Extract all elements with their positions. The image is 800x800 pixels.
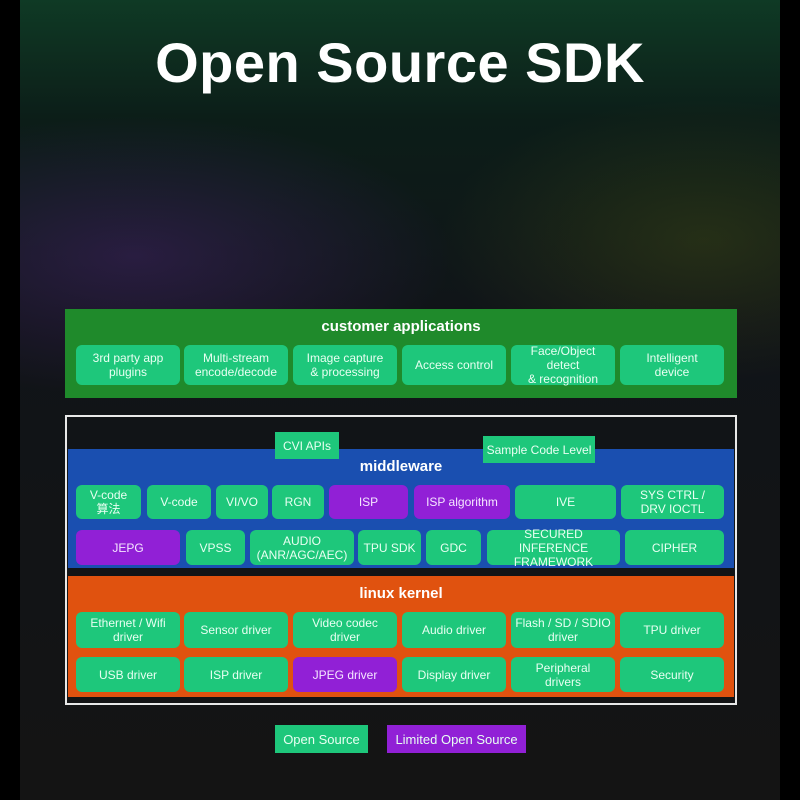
sdk-frame: [65, 415, 737, 705]
middleware-row1-item: ISP algorithm: [414, 485, 510, 519]
linux-kernel-row1-item: Sensor driver: [184, 612, 288, 648]
customer-applications-items-item: Multi-stream encode/decode: [184, 345, 288, 385]
linux-kernel-row2-item: USB driver: [76, 657, 180, 692]
middleware-row1-item: ISP: [329, 485, 408, 519]
customer-applications-items-item: Intelligent device: [620, 345, 724, 385]
linux-kernel-row2-item: JPEG driver: [293, 657, 397, 692]
middleware-row1-item: IVE: [515, 485, 616, 519]
linux-kernel-row2-item: ISP driver: [184, 657, 288, 692]
middleware-row2-item: TPU SDK: [358, 530, 421, 565]
middleware-row2-item: CIPHER: [625, 530, 724, 565]
linux-kernel-title: linux kernel: [359, 585, 443, 602]
page-title: Open Source SDK: [155, 31, 645, 94]
customer-applications-title: customer applications: [321, 318, 481, 335]
linux-kernel-row1-item: Ethernet / Wifi driver: [76, 612, 180, 648]
middleware-row1-item: V-code: [147, 485, 211, 519]
linux-kernel-row1-item: Video codec driver: [293, 612, 397, 648]
linux-kernel-row1-item: TPU driver: [620, 612, 724, 648]
customer-applications-items-item: Access control: [402, 345, 506, 385]
customer-applications-items-item: 3rd party app plugins: [76, 345, 180, 385]
linux-kernel-row1-item: Audio driver: [402, 612, 506, 648]
linux-kernel-row2-item: Peripheral drivers: [511, 657, 615, 692]
middleware-row1-item: SYS CTRL / DRV IOCTL: [621, 485, 724, 519]
middleware-row1-item: VI/VO: [216, 485, 268, 519]
middleware-row1-item: V-code 算法: [76, 485, 141, 519]
legend-limited-open-source: Limited Open Source: [387, 725, 526, 753]
middleware-row2-item: JEPG: [76, 530, 180, 565]
customer-applications-items-item: Image capture & processing: [293, 345, 397, 385]
middleware-row2-item: AUDIO (ANR/AGC/AEC): [250, 530, 354, 565]
middleware-row2-item: SECURED INFERENCE FRAMEWORK: [487, 527, 620, 569]
middleware-row1-item: RGN: [272, 485, 324, 519]
middleware-row2-item: VPSS: [186, 530, 245, 565]
middleware-row2-item: GDC: [426, 530, 481, 565]
cvi-apis-label: CVI APIs: [275, 432, 339, 459]
sample-code-level-label: Sample Code Level: [483, 436, 595, 463]
linux-kernel-row2-item: Security: [620, 657, 724, 692]
middleware-title: middleware: [359, 458, 443, 475]
linux-kernel-row1-item: Flash / SD / SDIO driver: [511, 612, 615, 648]
customer-applications-items-item: Face/Object detect & recognition: [511, 344, 615, 386]
legend-open-source: Open Source: [275, 725, 368, 753]
linux-kernel-row2-item: Display driver: [402, 657, 506, 692]
